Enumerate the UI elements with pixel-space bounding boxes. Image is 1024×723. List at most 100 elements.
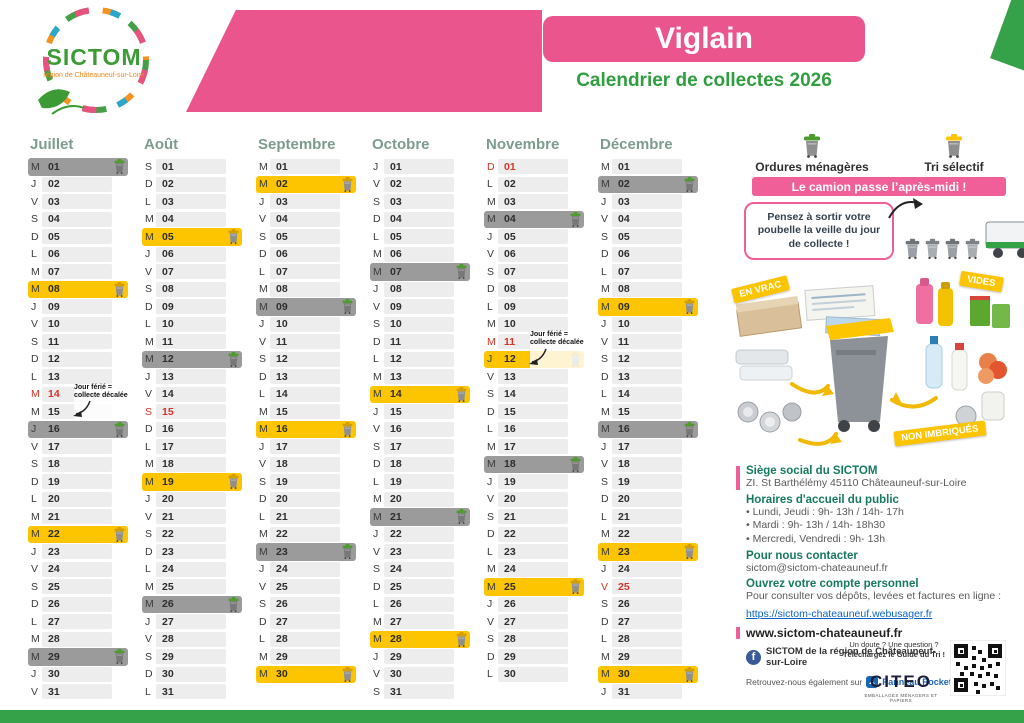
hours-line: • Mercredi, Vendredi : 9h- 13h: [746, 532, 886, 545]
day-bar: 23: [384, 544, 454, 560]
day-row: V 25: [256, 578, 356, 596]
day-row: M 03: [484, 193, 584, 211]
day-letter: S: [373, 685, 381, 698]
day-bar: 10: [384, 316, 454, 332]
day-letter: V: [373, 423, 381, 436]
bottom-green-bar: [0, 710, 1024, 723]
day-row: D 13: [256, 368, 356, 386]
day-number: 20: [276, 493, 288, 506]
day-bar: 27: [270, 614, 340, 630]
day-row: M 28: [28, 631, 128, 649]
day-number: 19: [162, 475, 174, 488]
day-bar: 04: [498, 212, 568, 227]
day-number: 13: [504, 370, 516, 383]
day-bar: 02: [156, 176, 226, 192]
day-bar: 18: [42, 456, 112, 472]
day-letter: S: [259, 353, 267, 366]
day-letter: M: [487, 335, 496, 348]
holiday-note: Jour férié = collecte décalée: [529, 331, 592, 368]
also-on-row: Retrouvez-nous également sur Panneau Poc…: [746, 675, 952, 688]
day-letter: L: [373, 475, 379, 488]
day-letter: L: [259, 265, 265, 278]
gray-bin-icon: [113, 421, 126, 437]
day-row: V 14: [142, 386, 242, 404]
day-row: M 07: [28, 263, 128, 281]
day-row: M 16: [598, 420, 698, 438]
day-letter: V: [373, 178, 381, 191]
day-number: 03: [162, 195, 174, 208]
day-number: 22: [390, 528, 402, 541]
yellow-bin-icon: [227, 474, 240, 489]
day-row: J 26: [484, 596, 584, 614]
webusager-link[interactable]: https://sictom-chateauneuf.webusager.fr: [746, 607, 933, 620]
day-bar: 01: [156, 159, 226, 175]
day-bar: 15: [498, 404, 568, 420]
day-bar: 09: [42, 299, 112, 315]
day-number: 10: [390, 318, 402, 331]
day-bar: 20: [384, 491, 454, 507]
day-row: D 04: [370, 211, 470, 229]
day-row: J 30: [28, 666, 128, 684]
day-letter: J: [487, 475, 493, 488]
day-letter: S: [487, 388, 495, 401]
contact-title: Pour nous contacter: [746, 549, 858, 562]
day-row: S 26: [598, 596, 698, 614]
day-bar: 28: [384, 632, 454, 647]
day-number: 15: [390, 405, 402, 418]
day-bar: 05: [270, 229, 340, 245]
day-bar: 29: [270, 649, 340, 665]
day-number: 31: [48, 685, 60, 698]
day-letter: D: [601, 493, 609, 506]
day-number: 17: [390, 440, 402, 453]
day-row: M 29: [256, 648, 356, 666]
day-number: 18: [162, 458, 174, 471]
day-bar: 15: [384, 404, 454, 420]
day-number: 13: [276, 370, 288, 383]
day-bar: 08: [270, 281, 340, 297]
day-bar: 30: [384, 666, 454, 682]
day-number: 27: [48, 615, 60, 628]
day-number: 26: [390, 598, 402, 611]
day-bar: 14: [156, 386, 226, 402]
day-row: V 10: [28, 316, 128, 334]
gray-bin-icon: [802, 134, 822, 158]
day-bar: 02: [384, 176, 454, 192]
day-number: 06: [504, 248, 516, 261]
day-bar: 27: [384, 614, 454, 630]
facebook-label: SICTOM de la région de Châteauneuf-sur-L…: [766, 646, 936, 669]
day-row: V 20: [484, 491, 584, 509]
day-bar: 24: [612, 561, 682, 577]
day-row: V 31: [28, 683, 128, 701]
day-bar: 09: [384, 299, 454, 315]
day-bar: 26: [156, 597, 226, 612]
day-number: 01: [276, 160, 288, 173]
day-number: 31: [162, 685, 174, 698]
yellow-bin-icon: [683, 544, 696, 559]
day-row: D 01: [484, 158, 584, 176]
day-row: J 05: [484, 228, 584, 246]
day-bar: 21: [498, 509, 568, 525]
day-number: 30: [390, 668, 402, 681]
email: sictom@sictom-chateauneuf.fr: [746, 561, 888, 574]
day-bar: 12: [270, 351, 340, 367]
day-bar: 21: [156, 509, 226, 525]
day-letter: M: [487, 458, 496, 471]
day-letter: S: [145, 283, 153, 296]
day-letter: V: [601, 213, 609, 226]
gray-bin-icon: [341, 299, 354, 314]
day-row: V 23: [370, 543, 470, 561]
day-number: 07: [162, 265, 174, 278]
day-bar: 12: [498, 352, 568, 367]
day-letter: V: [31, 563, 39, 576]
day-letter: D: [601, 370, 609, 383]
day-bar: 05: [384, 229, 454, 245]
day-row: L 20: [28, 491, 128, 509]
day-letter: M: [259, 178, 268, 191]
day-letter: L: [373, 598, 379, 611]
day-bar: 10: [612, 316, 682, 332]
logo-subtitle: région de Châteauneuf-sur-Loire: [43, 72, 145, 79]
day-letter: S: [373, 563, 381, 576]
day-bar: 10: [498, 316, 568, 332]
day-letter: S: [601, 475, 609, 488]
day-row: M 29: [28, 648, 128, 666]
